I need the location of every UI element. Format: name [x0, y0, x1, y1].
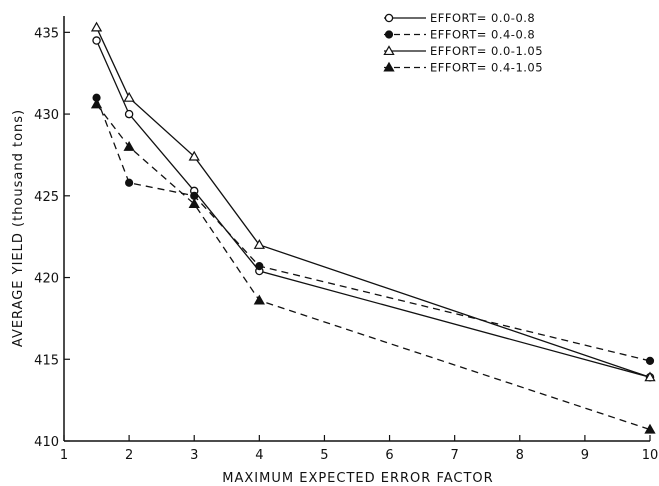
legend-marker — [385, 14, 392, 21]
y-tick-label: 420 — [34, 272, 59, 287]
legend-label: EFFORT= 0.4-0.8 — [430, 28, 535, 42]
legend-item: EFFORT= 0.0-0.8 — [384, 11, 535, 25]
y-axis-title: AVERAGE YIELD (thousand tons) — [11, 109, 26, 347]
legend-marker — [385, 31, 392, 38]
series-4 — [92, 100, 655, 433]
series-line — [97, 27, 650, 377]
legend-label: EFFORT= 0.4-1.05 — [430, 61, 543, 75]
y-tick-label: 435 — [34, 26, 59, 41]
data-point — [126, 110, 133, 117]
ticks: 1 2 3 4 5 6 7 8 9 10 410 415 420 425 430 435 — [34, 26, 658, 463]
data-point — [126, 179, 133, 186]
x-tick-label: 9 — [581, 448, 589, 463]
x-tick-label: 8 — [516, 448, 524, 463]
x-axis-title: MAXIMUM EXPECTED ERROR FACTOR — [222, 471, 493, 486]
data-point — [125, 93, 134, 101]
x-tick-label: 2 — [125, 448, 133, 463]
x-tick-label: 10 — [642, 448, 659, 463]
axes — [64, 16, 650, 441]
series-layer — [92, 23, 655, 433]
y-tick-label: 410 — [34, 435, 59, 450]
data-point — [93, 37, 100, 44]
y-tick-label: 425 — [34, 190, 59, 205]
legend-item: EFFORT= 0.4-0.8 — [384, 28, 535, 42]
data-point — [256, 262, 263, 269]
series-line — [97, 98, 650, 361]
x-tick-label: 7 — [451, 448, 459, 463]
data-point — [646, 357, 653, 364]
series-line — [97, 104, 650, 429]
legend-item: EFFORT= 0.0-1.05 — [384, 44, 543, 58]
data-point — [92, 100, 101, 108]
series-3 — [92, 23, 655, 381]
series-1 — [93, 37, 654, 381]
legend-label: EFFORT= 0.0-0.8 — [430, 11, 535, 25]
series-2 — [93, 94, 654, 364]
x-tick-label: 3 — [190, 448, 198, 463]
x-tick-label: 5 — [320, 448, 328, 463]
legend-label: EFFORT= 0.0-1.05 — [430, 44, 543, 58]
y-tick-label: 430 — [34, 108, 59, 123]
data-point — [255, 296, 264, 304]
legend: EFFORT= 0.0-0.8 EFFORT= 0.4-0.8 EFFORT= 0.… — [384, 11, 543, 75]
x-tick-label: 4 — [255, 448, 263, 463]
data-point — [92, 23, 101, 31]
x-tick-label: 6 — [385, 448, 393, 463]
y-tick-label: 415 — [34, 353, 59, 368]
x-tick-label: 1 — [60, 448, 68, 463]
legend-item: EFFORT= 0.4-1.05 — [384, 61, 543, 75]
series-line — [97, 41, 650, 378]
